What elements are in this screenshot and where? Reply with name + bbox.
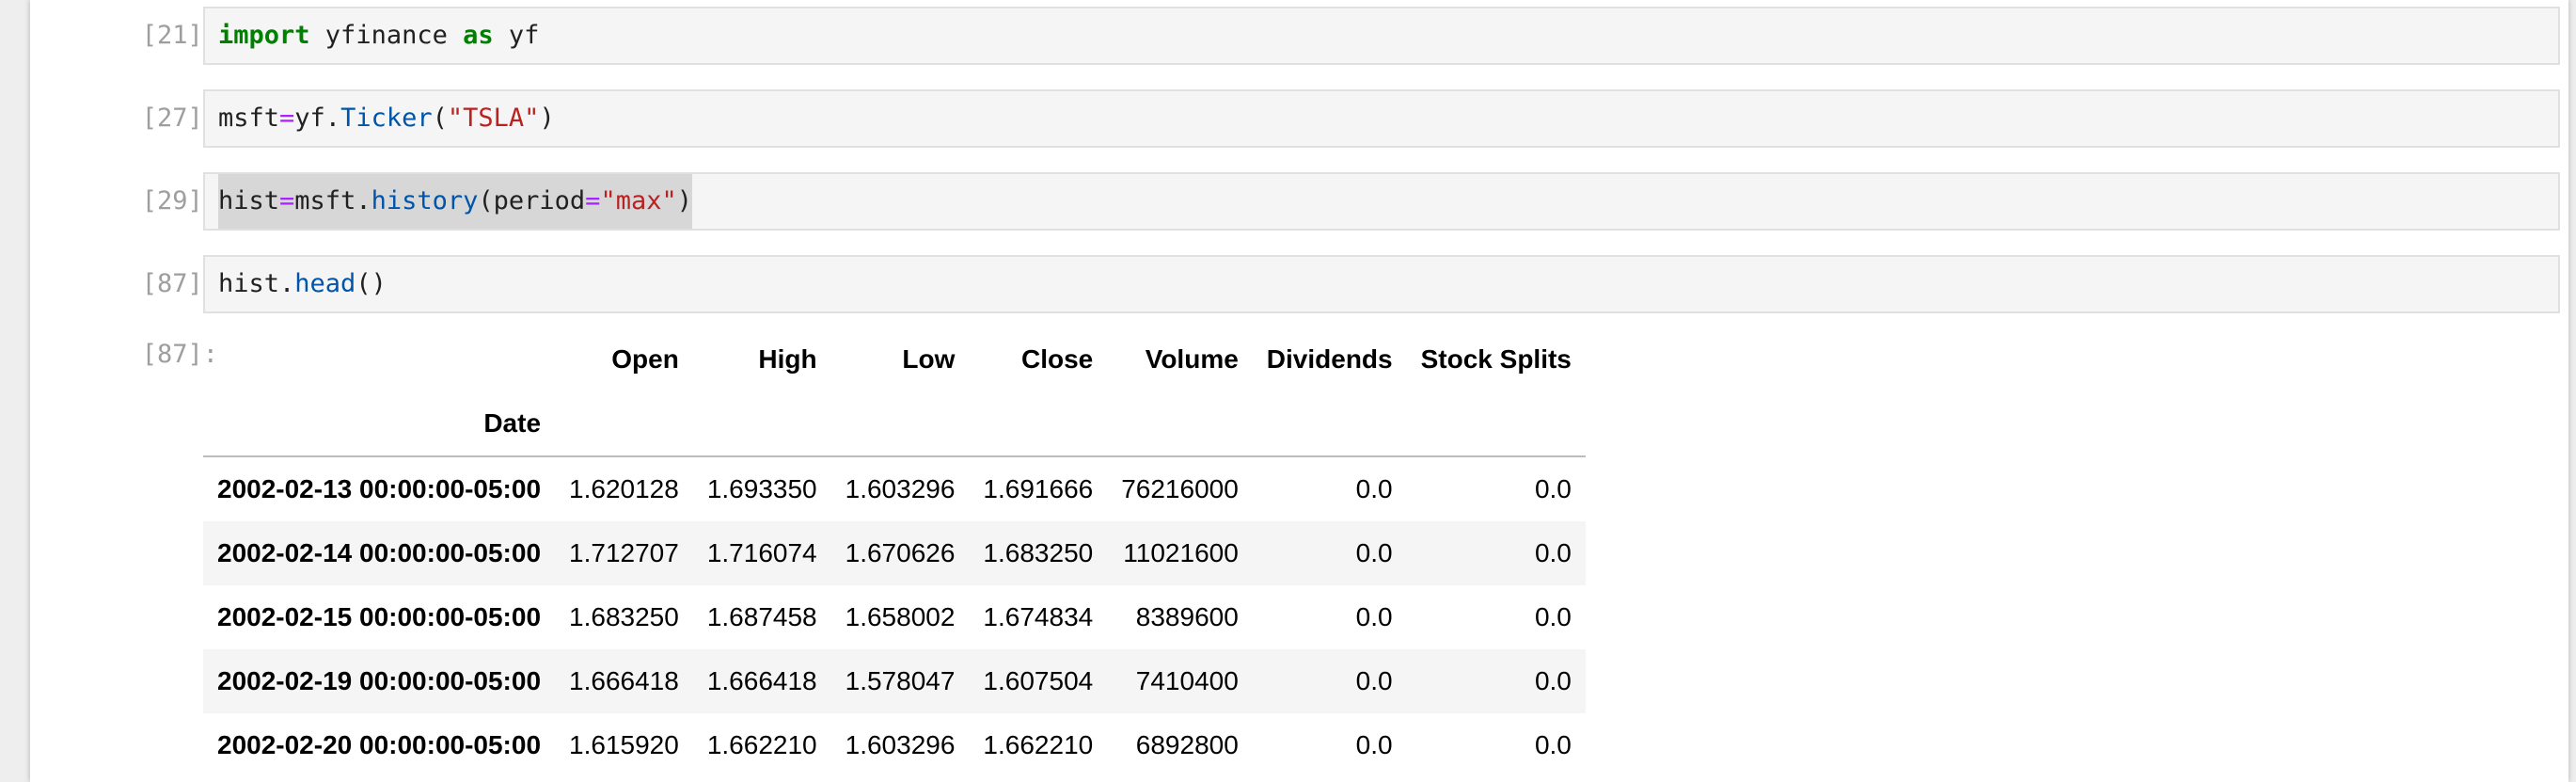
- code-token: hist.: [218, 269, 295, 298]
- row-index: 2002-02-13 00:00:00-05:00: [217, 474, 542, 503]
- table-cell: 8389600: [1135, 602, 1239, 631]
- code-line[interactable]: import yfinance as yf: [218, 8, 539, 63]
- table-cell: 1.658002: [845, 602, 956, 631]
- code-token: msft.: [294, 186, 371, 215]
- table-row: 2002-02-13 00:00:00-05:00 1.620128 1.69335…: [203, 456, 1586, 521]
- code-cell-ticker[interactable]: msft=yf.Ticker("TSLA"): [203, 89, 2560, 148]
- dataframe-column-header-row: Open High Low Close Volume Dividends Sto…: [203, 327, 1586, 391]
- column-header: Volume: [1145, 344, 1239, 374]
- index-name-header: Date: [203, 391, 556, 457]
- table-cell: 1.691666: [983, 474, 1094, 503]
- code-token: import: [218, 21, 310, 50]
- table-cell: 0.0: [1534, 474, 1572, 503]
- table-cell: 1.603296: [845, 730, 956, 759]
- code-token: =: [279, 186, 295, 215]
- table-cell: 1.615920: [569, 730, 679, 759]
- notebook-panel: [21]: import yfinance as yf [27]: msft=y…: [30, 0, 2568, 782]
- table-cell: 1.670626: [845, 538, 956, 567]
- table-cell: 0.0: [1355, 474, 1393, 503]
- table-cell: 1.603296: [845, 474, 956, 503]
- code-token: "TSLA": [447, 104, 540, 133]
- code-token: yfinance: [309, 21, 464, 50]
- table-cell: 0.0: [1534, 730, 1572, 759]
- dataframe-index-name-row: Date: [203, 391, 1586, 457]
- dataframe-output: Open High Low Close Volume Dividends Sto…: [203, 327, 1586, 777]
- table-row: 2002-02-14 00:00:00-05:00 1.712707 1.71607…: [203, 521, 1586, 585]
- column-header: Low: [902, 344, 956, 374]
- code-line[interactable]: msft=yf.Ticker("TSLA"): [218, 91, 555, 146]
- code-token: "max": [600, 186, 677, 215]
- table-cell: 1.683250: [983, 538, 1094, 567]
- code-cell-history[interactable]: hist=msft.history(period="max"): [203, 172, 2560, 231]
- output-prompt: [87]:: [141, 340, 218, 369]
- code-token: yf.: [294, 104, 341, 133]
- column-header: Open: [611, 344, 679, 374]
- table-cell: 0.0: [1534, 666, 1572, 695]
- column-header: High: [758, 344, 817, 374]
- table-cell: 0.0: [1355, 602, 1393, 631]
- column-header: Close: [1020, 344, 1094, 374]
- code-line-selected[interactable]: hist=msft.history(period="max"): [218, 174, 692, 229]
- table-cell: 1.662210: [983, 730, 1094, 759]
- code-token: ): [676, 186, 692, 215]
- table-cell: 1.687458: [706, 602, 817, 631]
- table-cell: 1.607504: [983, 666, 1094, 695]
- code-token: (: [432, 104, 448, 133]
- table-cell: 1.716074: [706, 538, 817, 567]
- table-cell: 0.0: [1355, 538, 1393, 567]
- table-cell: 1.683250: [569, 602, 679, 631]
- code-token: head: [294, 269, 356, 298]
- table-cell: 1.712707: [569, 538, 679, 567]
- table-cell: 7410400: [1135, 666, 1239, 695]
- table-cell: 1.666418: [569, 666, 679, 695]
- row-index: 2002-02-15 00:00:00-05:00: [217, 602, 542, 631]
- code-line[interactable]: hist.head(): [218, 257, 387, 311]
- table-cell: 0.0: [1355, 730, 1393, 759]
- code-token: hist: [218, 186, 280, 215]
- code-token: Ticker: [340, 104, 433, 133]
- column-header: Stock Splits: [1420, 344, 1572, 374]
- code-token: as: [463, 21, 494, 50]
- dataframe-corner: [203, 327, 555, 391]
- table-cell: 76216000: [1121, 474, 1239, 503]
- table-cell: 1.674834: [983, 602, 1094, 631]
- table-row: 2002-02-19 00:00:00-05:00 1.666418 1.66641…: [203, 649, 1586, 713]
- table-cell: 1.620128: [569, 474, 679, 503]
- row-index: 2002-02-14 00:00:00-05:00: [217, 538, 542, 567]
- code-token: =: [279, 104, 295, 133]
- row-index: 2002-02-20 00:00:00-05:00: [217, 730, 542, 759]
- table-row: 2002-02-15 00:00:00-05:00 1.683250 1.68745…: [203, 585, 1586, 649]
- code-token: history: [371, 186, 479, 215]
- code-token: yf: [493, 21, 540, 50]
- code-token: msft: [218, 104, 280, 133]
- dataframe-body: 2002-02-13 00:00:00-05:00 1.620128 1.69335…: [203, 456, 1586, 777]
- code-cell-import[interactable]: import yfinance as yf: [203, 7, 2560, 65]
- table-cell: 11021600: [1123, 538, 1239, 567]
- column-header: Dividends: [1266, 344, 1393, 374]
- code-token: (): [356, 269, 387, 298]
- code-cell-head[interactable]: hist.head(): [203, 255, 2560, 313]
- table-cell: 0.0: [1534, 538, 1572, 567]
- table-cell: 6892800: [1135, 730, 1239, 759]
- row-index: 2002-02-19 00:00:00-05:00: [217, 666, 542, 695]
- table-cell: 0.0: [1355, 666, 1393, 695]
- table-row: 2002-02-20 00:00:00-05:00 1.615920 1.66221…: [203, 713, 1586, 777]
- code-token: (period: [478, 186, 586, 215]
- table-cell: 0.0: [1534, 602, 1572, 631]
- table-cell: 1.693350: [706, 474, 817, 503]
- table-cell: 1.666418: [706, 666, 817, 695]
- code-token: ): [539, 104, 555, 133]
- table-cell: 1.578047: [845, 666, 956, 695]
- table-cell: 1.662210: [706, 730, 817, 759]
- code-token: =: [585, 186, 601, 215]
